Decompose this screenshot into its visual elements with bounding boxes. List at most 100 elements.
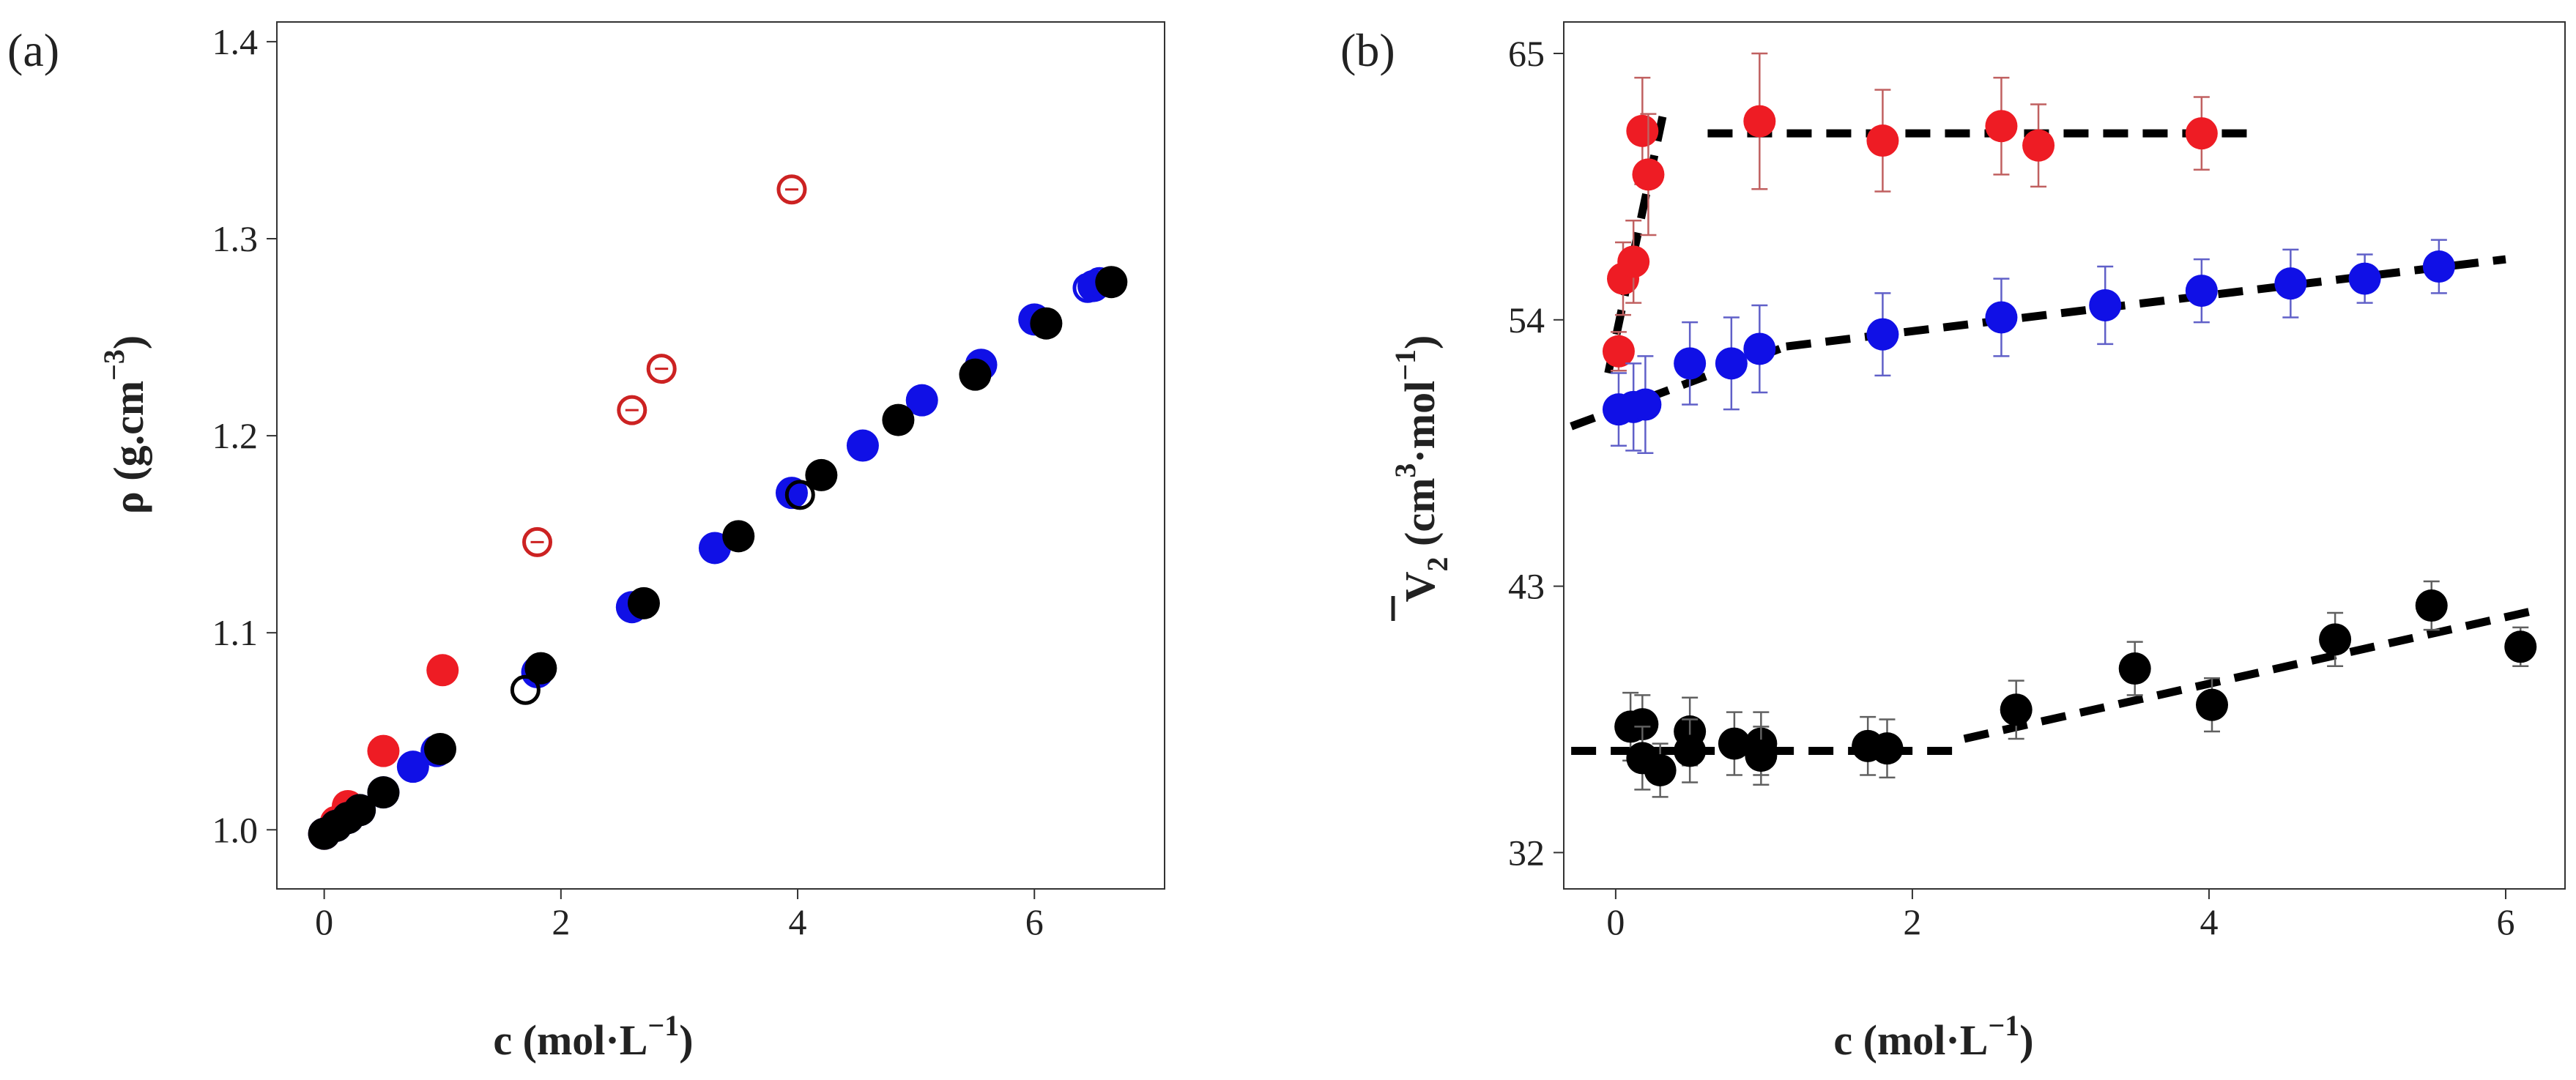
panel-b-y-axis-title: V2 (cm3·mol−1) (1389, 335, 1454, 621)
data-point (2118, 652, 2151, 685)
panel-a-xlabel-close: ) (679, 1016, 693, 1064)
y-tick-label: 1.4 (212, 21, 259, 62)
data-point (367, 734, 400, 767)
panel-b-ylabel-mid: ·mol (1396, 381, 1444, 463)
y-tick-label: 1.3 (212, 218, 259, 259)
y-tick-label: 43 (1508, 566, 1545, 607)
y-tick-label: 1.2 (212, 415, 259, 456)
data-point (2000, 693, 2033, 726)
data-point (2319, 623, 2352, 656)
panel-b-ylabel-sup2: −1 (1389, 349, 1422, 381)
data-point (1985, 301, 2018, 334)
data-point (1745, 740, 1778, 772)
y-tick-label: 1.0 (212, 809, 259, 850)
data-point (1632, 158, 1665, 191)
panel-a-plot-frame (276, 21, 1165, 890)
data-point (522, 526, 553, 557)
x-tick-label: 6 (2496, 901, 2514, 942)
data-point (1674, 347, 1707, 380)
data-point (905, 384, 938, 417)
data-point (1866, 318, 1899, 351)
series-red-open-barred (522, 174, 807, 557)
data-point (776, 174, 807, 205)
panel-b-ticks: 0 2 4 6 32 43 54 65 (1508, 33, 2514, 942)
data-point (2504, 630, 2537, 663)
data-point (2274, 267, 2307, 300)
y-tick-label: 32 (1508, 832, 1545, 873)
x-tick-label: 0 (315, 901, 333, 942)
y-tick-label: 1.1 (212, 612, 259, 653)
series-black (1614, 580, 2537, 798)
series-black-open (510, 480, 815, 705)
data-point (627, 586, 660, 619)
data-point (1030, 307, 1063, 340)
data-point (617, 395, 647, 425)
y-tick-label: 65 (1508, 33, 1545, 74)
panel-b-points (1602, 52, 2537, 798)
panel-a-label: (a) (7, 24, 59, 76)
panel-a-ylabel-text: ρ (g.cm (105, 381, 152, 514)
data-point (510, 674, 541, 705)
series-blue (1602, 239, 2455, 454)
data-point (1743, 105, 1776, 138)
data-point (1715, 347, 1748, 380)
data-point (2185, 275, 2218, 308)
panel-a-xlabel-sup: −1 (647, 1009, 679, 1042)
black-rise-fit (1963, 606, 2536, 743)
red-steep-fit (1604, 113, 1668, 374)
data-point (1718, 727, 1751, 760)
data-point (2089, 288, 2122, 321)
data-point (1095, 266, 1128, 299)
panel-b-xlabel-close: ) (2019, 1016, 2033, 1064)
data-point (722, 520, 755, 553)
data-point (1602, 335, 1635, 368)
data-point (959, 358, 992, 391)
y-tick-label: 54 (1508, 299, 1545, 340)
blue-shallow-fit (1786, 255, 2506, 351)
data-point (846, 429, 879, 462)
series-red (1602, 52, 2218, 372)
data-point (1626, 114, 1659, 147)
data-point (524, 652, 557, 685)
panel-b-xlabel-text: c (mol·L (1833, 1016, 1988, 1064)
data-point (1871, 732, 1904, 765)
data-point (344, 794, 376, 827)
panel-a-ylabel-close: ) (105, 335, 152, 349)
data-point (2022, 129, 2055, 162)
data-point (367, 776, 400, 809)
x-tick-label: 2 (552, 901, 570, 942)
data-point (424, 732, 457, 765)
data-point (1644, 753, 1677, 786)
x-tick-label: 4 (2200, 901, 2218, 942)
data-point (1626, 708, 1659, 741)
panel-b-ylabel-sup1: 3 (1389, 463, 1422, 478)
data-point (1743, 332, 1776, 365)
data-point (775, 477, 808, 510)
panel-a-x-axis-title: c (mol·L−1) (493, 1009, 693, 1064)
data-point (1866, 124, 1899, 157)
x-tick-label: 0 (1606, 901, 1625, 942)
data-point (2348, 262, 2381, 295)
data-point (396, 751, 429, 783)
data-point (1629, 388, 1662, 421)
data-point (805, 458, 838, 491)
data-point (882, 403, 915, 436)
x-tick-label: 6 (1025, 901, 1044, 942)
data-point (1985, 110, 2018, 143)
panel-a-ylabel-sup: −3 (97, 349, 130, 381)
x-tick-label: 2 (1903, 901, 1921, 942)
data-point (784, 480, 815, 510)
data-point (1617, 245, 1650, 278)
data-point (2422, 250, 2455, 283)
data-point (426, 654, 459, 687)
panel-a-y-axis-title: ρ (g.cm−3) (97, 335, 152, 515)
x-tick-label: 4 (789, 901, 807, 942)
data-point (646, 354, 677, 384)
panel-b-ylabel-text: V2 (cm3·mol−1) (1389, 335, 1454, 603)
data-point (2415, 589, 2448, 622)
data-point (2196, 688, 2229, 721)
panel-b-ylabel-sub: 2 (1421, 556, 1454, 571)
